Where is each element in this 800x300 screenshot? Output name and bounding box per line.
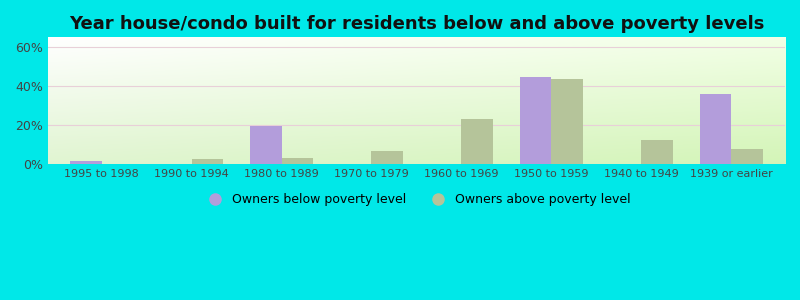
Bar [641, 140, 673, 164]
Bar [462, 119, 493, 164]
Title: Year house/condo built for residents below and above poverty levels: Year house/condo built for residents bel… [69, 15, 764, 33]
Bar [282, 158, 313, 164]
Bar [250, 126, 282, 164]
Legend: Owners below poverty level, Owners above poverty level: Owners below poverty level, Owners above… [197, 188, 636, 211]
Bar [191, 159, 223, 164]
Bar [70, 161, 102, 164]
Bar [731, 148, 762, 164]
Bar [699, 94, 731, 164]
Bar [520, 77, 551, 164]
Bar [551, 79, 582, 164]
Bar [371, 151, 403, 164]
